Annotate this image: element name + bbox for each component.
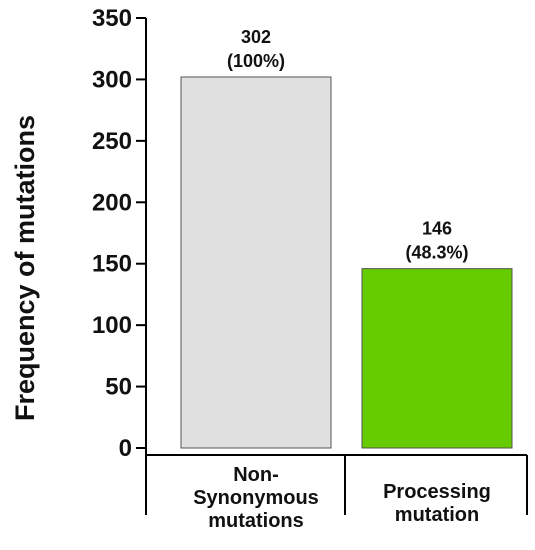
x-category-label: Processing bbox=[383, 481, 491, 503]
bar-1-data-label: 302 bbox=[241, 27, 271, 47]
x-category-label: mutations bbox=[208, 510, 304, 532]
bar-1 bbox=[180, 76, 332, 449]
x-category-label: Synonymous bbox=[193, 487, 319, 509]
y-axis-title: Frequency of mutations bbox=[10, 115, 40, 421]
x-category-label: Non- bbox=[233, 464, 279, 486]
y-tick-label: 0 bbox=[119, 435, 132, 462]
bar-1-data-label: (100%) bbox=[227, 51, 285, 71]
bar-2-data-label: (48.3%) bbox=[405, 243, 468, 263]
y-tick-label: 200 bbox=[92, 189, 132, 216]
bars bbox=[180, 76, 513, 449]
y-tick-label: 100 bbox=[92, 312, 132, 339]
bar-2 bbox=[361, 268, 513, 449]
y-tick-label: 350 bbox=[92, 5, 132, 32]
labels: 302(100%)146(48.3%)Non-Synonymousmutatio… bbox=[193, 27, 491, 532]
axes: 0 50 100 150 200 250 300 350 bbox=[92, 5, 528, 515]
y-tick-label: 250 bbox=[92, 128, 132, 155]
y-tick-label: 50 bbox=[105, 374, 132, 401]
x-category-label: mutation bbox=[395, 504, 479, 526]
y-tick-label: 150 bbox=[92, 251, 132, 278]
y-tick-label: 300 bbox=[92, 66, 132, 93]
bar-2-data-label: 146 bbox=[422, 219, 452, 239]
